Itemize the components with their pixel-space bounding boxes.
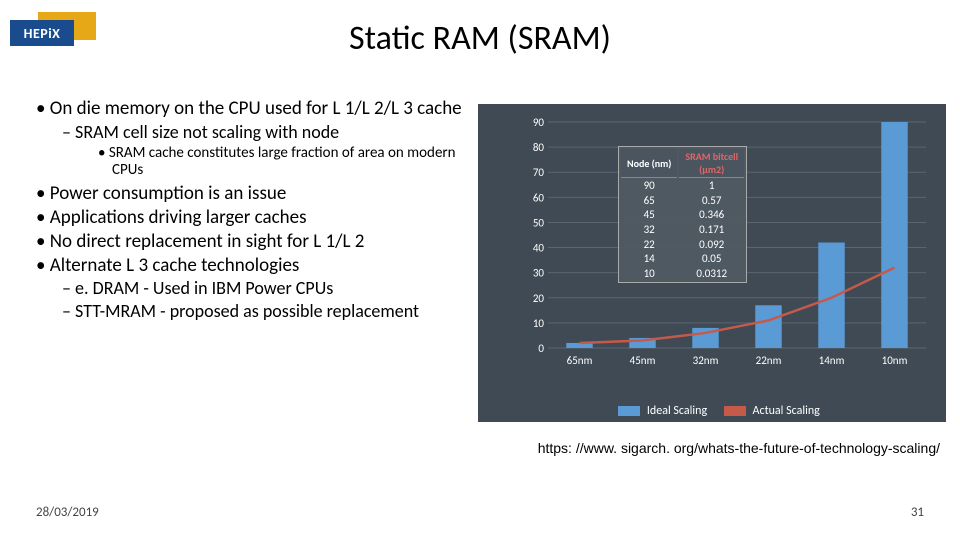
table-row: 320.171 [621,224,744,237]
svg-text:20: 20 [533,292,545,305]
table-row: 450.346 [621,209,744,222]
svg-text:50: 50 [533,216,545,229]
table-col2-header: SRAM bitcell (µm2) [679,149,744,178]
svg-text:30: 30 [533,267,545,280]
table-col2-l2: (µm2) [699,163,724,176]
svg-text:90: 90 [533,116,545,129]
table-row: 140.05 [621,253,744,266]
bullet-content: On die memory on the CPU used for L 1/L … [36,98,466,324]
bullet-l2: SRAM cell size not scaling with node [80,122,466,143]
table-row: 220.092 [621,239,744,252]
chart-y-ticks: 0 10 20 30 40 50 60 70 80 90 [533,116,545,355]
svg-text:32nm: 32nm [693,354,719,367]
svg-text:60: 60 [533,191,545,204]
footer-page-number: 31 [911,505,924,520]
bullet-l1: On die memory on the CPU used for L 1/L … [54,98,466,120]
bullet-l2: e. DRAM - Used in IBM Power CPUs [80,278,466,299]
table-col1-header: Node (nm) [621,149,677,178]
chart-x-ticks: 65nm 45nm 32nm 22nm 14nm 10nm [567,354,908,367]
legend-actual-swatch [724,406,746,416]
footer-date: 28/03/2019 [36,505,99,520]
svg-text:14nm: 14nm [819,354,845,367]
bullet-l1: Applications driving larger caches [54,207,466,229]
chart-legend: Ideal Scaling Actual Scaling [478,404,946,418]
bullet-l1: No direct replacement in sight for L 1/L… [54,231,466,253]
svg-text:45nm: 45nm [630,354,656,367]
legend-ideal-label: Ideal Scaling [647,404,707,418]
chart-data-table: Node (nm) SRAM bitcell (µm2) 901 650.5745… [618,146,747,283]
legend-ideal-swatch [618,406,640,416]
table-row: 100.0312 [621,268,744,281]
svg-text:65nm: 65nm [567,354,593,367]
svg-text:10: 10 [533,317,545,330]
svg-text:10nm: 10nm [882,354,908,367]
table-row: 650.57 [621,195,744,208]
svg-text:22nm: 22nm [756,354,782,367]
legend-actual-label: Actual Scaling [753,404,820,418]
slide: HEPiX Static RAM (SRAM) On die memory on… [0,0,960,540]
bullet-l1: Alternate L 3 cache technologies [54,255,466,277]
bullet-l1: Power consumption is an issue [54,183,466,205]
svg-text:80: 80 [533,141,545,154]
table-row: 901 [621,180,744,193]
sram-chart: SRAM Cell Size Density (Relative to 90nm… [478,104,946,422]
svg-text:70: 70 [533,166,545,179]
bullet-l3: SRAM cache constitutes large fraction of… [112,145,466,180]
slide-title: Static RAM (SRAM) [0,18,960,59]
svg-text:0: 0 [538,342,544,355]
table-col2-l1: SRAM bitcell [685,150,738,163]
svg-text:40: 40 [533,242,545,255]
citation-link: https: //www. sigarch. org/whats-the-fut… [538,440,940,456]
bullet-l2: STT-MRAM - proposed as possible replacem… [80,301,466,322]
